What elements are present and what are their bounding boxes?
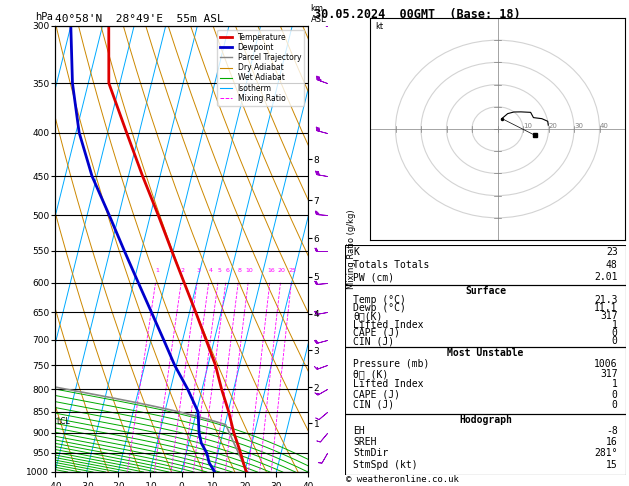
Text: 40°58'N  28°49'E  55m ASL: 40°58'N 28°49'E 55m ASL <box>55 14 224 24</box>
Text: K: K <box>353 247 359 257</box>
Text: 2.01: 2.01 <box>594 273 618 282</box>
Text: 6: 6 <box>225 268 229 273</box>
Text: LCL: LCL <box>57 417 70 427</box>
Text: Hodograph: Hodograph <box>459 415 512 425</box>
Text: 15: 15 <box>606 460 618 469</box>
Text: 10: 10 <box>523 123 532 129</box>
Text: CIN (J): CIN (J) <box>353 336 394 346</box>
Text: 1: 1 <box>611 319 618 330</box>
Text: θᴇ (K): θᴇ (K) <box>353 369 389 379</box>
Text: 1: 1 <box>611 379 618 389</box>
Text: EH: EH <box>353 426 365 436</box>
Text: km
ASL: km ASL <box>311 4 326 24</box>
Text: 30: 30 <box>574 123 583 129</box>
Text: 25: 25 <box>289 268 297 273</box>
Legend: Temperature, Dewpoint, Parcel Trajectory, Dry Adiabat, Wet Adiabat, Isotherm, Mi: Temperature, Dewpoint, Parcel Trajectory… <box>217 30 304 106</box>
Text: 20: 20 <box>548 123 557 129</box>
Text: 0: 0 <box>611 400 618 410</box>
Text: 0: 0 <box>611 390 618 399</box>
Text: CAPE (J): CAPE (J) <box>353 328 401 338</box>
Text: 8: 8 <box>238 268 242 273</box>
Text: hPa: hPa <box>35 12 53 21</box>
Text: PW (cm): PW (cm) <box>353 273 394 282</box>
Text: 5: 5 <box>218 268 221 273</box>
Text: 317: 317 <box>600 311 618 321</box>
Text: 20: 20 <box>278 268 286 273</box>
Text: 16: 16 <box>267 268 276 273</box>
Text: 317: 317 <box>600 369 618 379</box>
Text: 11.1: 11.1 <box>594 303 618 313</box>
Text: Lifted Index: Lifted Index <box>353 379 424 389</box>
Text: kt: kt <box>375 22 383 32</box>
Text: Lifted Index: Lifted Index <box>353 319 424 330</box>
Text: 10: 10 <box>246 268 253 273</box>
Bar <box>345 347 626 414</box>
Text: 1006: 1006 <box>594 359 618 369</box>
Text: Pressure (mb): Pressure (mb) <box>353 359 430 369</box>
Text: CAPE (J): CAPE (J) <box>353 390 401 399</box>
Text: StmDir: StmDir <box>353 449 389 458</box>
Text: StmSpd (kt): StmSpd (kt) <box>353 460 418 469</box>
Text: θᴇ(K): θᴇ(K) <box>353 311 383 321</box>
Text: 0: 0 <box>611 336 618 346</box>
Text: CIN (J): CIN (J) <box>353 400 394 410</box>
Text: SREH: SREH <box>353 437 377 448</box>
Text: 3: 3 <box>197 268 201 273</box>
Text: 0: 0 <box>611 328 618 338</box>
Text: 40: 40 <box>599 123 608 129</box>
Text: Dewp (°C): Dewp (°C) <box>353 303 406 313</box>
Text: 21.3: 21.3 <box>594 295 618 305</box>
Text: © weatheronline.co.uk: © weatheronline.co.uk <box>346 475 459 484</box>
Text: 23: 23 <box>606 247 618 257</box>
Bar <box>345 245 626 285</box>
Text: -8: -8 <box>606 426 618 436</box>
Text: 281°: 281° <box>594 449 618 458</box>
Y-axis label: Mixing Ratio (g/kg): Mixing Ratio (g/kg) <box>347 209 356 289</box>
Text: Temp (°C): Temp (°C) <box>353 295 406 305</box>
Text: 30.05.2024  00GMT  (Base: 18): 30.05.2024 00GMT (Base: 18) <box>314 8 521 21</box>
Text: 4: 4 <box>208 268 213 273</box>
Bar <box>345 285 626 347</box>
Text: Surface: Surface <box>465 286 506 296</box>
Text: Totals Totals: Totals Totals <box>353 260 430 270</box>
Text: 48: 48 <box>606 260 618 270</box>
Text: 2: 2 <box>181 268 185 273</box>
Text: 1: 1 <box>155 268 159 273</box>
Text: Most Unstable: Most Unstable <box>447 348 524 359</box>
Text: 16: 16 <box>606 437 618 448</box>
Bar <box>345 414 626 475</box>
